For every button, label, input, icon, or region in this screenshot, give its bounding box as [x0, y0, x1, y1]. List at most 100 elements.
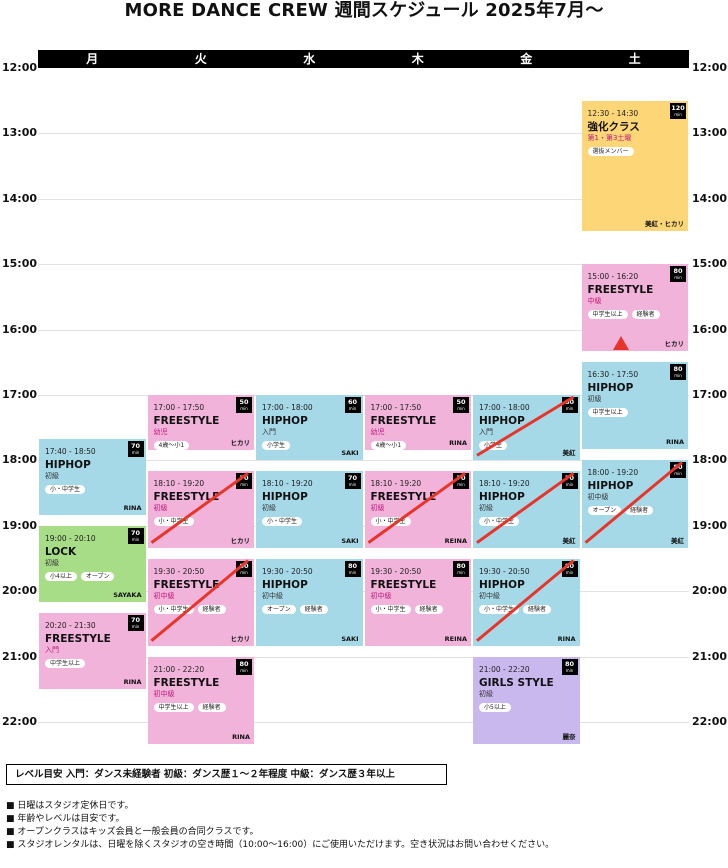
class-level: 幼児 — [370, 428, 385, 436]
class-level: 初級 — [370, 504, 385, 513]
class-level: 入門 — [45, 646, 59, 654]
tag-badge: 小・中学生 — [153, 517, 194, 527]
time-label-right: 21:00 — [692, 649, 728, 663]
grid-line — [38, 264, 689, 266]
class-time: 18:10 - 19:20 — [262, 479, 313, 489]
duration-unit: min — [131, 449, 140, 455]
class-block[interactable]: 19:00 - 20:10 LOCK 初級 小4以上 オープン SAYAKA 70 min — [39, 525, 146, 603]
time-label-left: 20:00 — [2, 584, 38, 598]
class-time: 19:30 - 20:50 — [370, 566, 422, 576]
class-time: 19:00 - 20:10 — [45, 533, 96, 543]
class-block[interactable]: 17:00 - 18:00 HIPHOP 入門 小学生 SAKI 60 min — [256, 395, 363, 461]
class-block[interactable]: 15:00 - 16:20 FREESTYLE 中級 中学生以上 経験者 ヒカリ 80 min — [581, 264, 688, 352]
class-tags: 小・中学生 — [262, 517, 357, 527]
day-tuesday: 火 — [194, 52, 207, 66]
grid-line — [38, 591, 689, 593]
time-label-left: 19:00 — [2, 518, 38, 532]
class-tags: 中学生以上 — [587, 408, 683, 418]
class-block[interactable]: 17:40 - 18:50 HIPHOP 初級 小・中学生 RINA 70 min — [39, 438, 146, 515]
class-block[interactable]: 17:00 - 17:50 FREESTYLE 幼児 4歳〜小1 ヒカリ 50 min — [147, 395, 254, 450]
class-instructor: SAYAKA — [113, 591, 142, 600]
class-block[interactable]: 19:30 - 20:50 FREESTYLE 初中級 小・中学生 経験者 REINA 80… — [364, 558, 471, 646]
class-time: 15:00 - 16:20 — [587, 272, 639, 282]
class-level: 幼児 — [153, 428, 168, 436]
time-label-left: 12:00 — [2, 61, 38, 74]
tag-badge: オープン — [587, 506, 622, 516]
class-time: 17:00 - 18:00 — [262, 403, 313, 412]
class-block[interactable]: 17:00 - 18:00 HIPHOP 入門 小学生 美紅 60 min — [473, 395, 580, 461]
class-block[interactable]: 16:30 - 17:50 HIPHOP 初級 中学生以上 RINA 80 min — [581, 362, 688, 450]
duration-badge: 70 min — [127, 615, 144, 631]
time-label-right: 14:00 — [692, 191, 728, 205]
class-block[interactable]: 18:10 - 19:20 FREESTYLE 初級 小・中学生 ヒカリ 70 min — [147, 471, 254, 548]
class-instructor: REINA — [444, 536, 467, 545]
duration-badge: 70 min — [127, 440, 144, 457]
class-block[interactable]: 18:00 - 19:20 HIPHOP 初中級 オープン 経験者 美紅 80 min — [581, 460, 688, 548]
class-block[interactable]: 19:30 - 20:50 FREESTYLE 初中級 小・中学生 経験者 ヒカリ 80 mi… — [147, 558, 254, 646]
tag-badge: 4歳〜小1 — [370, 441, 407, 450]
grid-line — [38, 656, 689, 658]
class-tags: 小・中学生 経験者 — [479, 604, 574, 614]
class-block[interactable]: 18:10 - 19:20 HIPHOP 初級 小・中学生 美紅 70 min — [473, 471, 580, 548]
class-instructor: SAKI — [341, 536, 359, 545]
class-level: 第1・第3土曜 — [587, 133, 632, 142]
class-name: HIPHOP — [479, 415, 525, 427]
class-name: FREESTYLE — [370, 578, 437, 591]
class-tags: 中学生以上 経験者 — [587, 310, 683, 320]
time-label-right: 13:00 — [692, 126, 728, 140]
class-block[interactable]: 18:10 - 19:20 FREESTYLE 初級 小・中学生 REINA 70 min — [364, 471, 471, 548]
class-level: 初級 — [45, 471, 59, 480]
duration-badge: 50 min — [236, 397, 252, 413]
class-time: 17:00 - 17:50 — [370, 403, 422, 412]
duration-unit: min — [565, 667, 574, 673]
class-block[interactable]: 21:00 - 22:20 FREESTYLE 初中級 中学生以上 経験者 RINA 80 m… — [147, 656, 254, 744]
class-name: HIPHOP — [262, 578, 308, 591]
duration-badge: 80 min — [236, 560, 252, 577]
class-time: 18:10 - 19:20 — [153, 479, 205, 489]
class-name: FREESTYLE — [153, 491, 220, 504]
class-tags: 小・中学生 経験者 — [370, 604, 466, 614]
class-instructor: 美紅 — [671, 536, 684, 545]
note-item: ■ 年齢やレベルは目安です。 — [6, 814, 125, 824]
class-level: 初級 — [45, 558, 59, 567]
class-tags: 小・中学生 経験者 — [153, 604, 249, 614]
class-block[interactable]: 18:10 - 19:20 HIPHOP 初級 小・中学生 SAKI 70 min — [256, 471, 363, 548]
class-level: 初中級 — [479, 591, 500, 600]
time-label-right: 16:00 — [692, 322, 728, 336]
class-tags: 小学生 — [479, 441, 574, 450]
class-tags: 小・中学生 — [153, 517, 249, 527]
time-label-left: 15:00 — [2, 257, 38, 271]
class-name: 強化クラス — [587, 120, 640, 133]
class-tags: 中学生以上 — [45, 659, 140, 668]
class-name: GIRLS STYLE — [479, 676, 554, 689]
duration-unit: min — [674, 275, 682, 281]
class-tags: 4歳〜小1 — [153, 441, 249, 450]
class-block[interactable]: 19:30 - 20:50 HIPHOP 初中級 オープン 経験者 SAKI 80 min — [256, 558, 363, 646]
class-instructor: 美紅 — [562, 449, 576, 458]
class-block[interactable]: 12:30 - 14:30 強化クラス 第1・第3土曜 選抜メンバー 美紅・ヒカリ 120… — [581, 100, 688, 232]
class-tags: 小・中学生 — [370, 517, 466, 527]
class-instructor: ヒカリ — [230, 536, 251, 545]
duration-badge: 80 min — [561, 658, 578, 675]
duration-unit: min — [348, 482, 357, 488]
class-level: 初中級 — [587, 493, 609, 502]
time-label-right: 19:00 — [692, 518, 728, 532]
class-block[interactable]: 19:30 - 20:50 HIPHOP 初中級 小・中学生 経験者 RINA 80 min — [473, 558, 580, 646]
class-block[interactable]: 17:00 - 17:50 FREESTYLE 幼児 4歳〜小1 RINA 50 min — [364, 395, 471, 450]
duration-badge: 70 min — [453, 473, 469, 490]
grid-line — [38, 198, 689, 200]
duration-unit: min — [674, 111, 682, 117]
class-name: FREESTYLE — [587, 284, 654, 297]
time-label-left: 17:00 — [2, 388, 38, 401]
duration-unit: min — [565, 406, 574, 411]
time-label-right: 12:00 — [692, 61, 728, 74]
class-block[interactable]: 20:20 - 21:30 FREESTYLE 入門 中学生以上 RINA 70 min — [39, 613, 146, 690]
duration-badge: 80 min — [344, 560, 361, 577]
class-time: 17:00 - 18:00 — [479, 403, 530, 412]
class-block[interactable]: 21:00 - 22:20 GIRLS STYLE 初級 小5以上 麗奈 80 min — [473, 656, 580, 744]
duration-badge: 60 min — [344, 397, 361, 413]
class-name: HIPHOP — [587, 480, 634, 493]
duration-unit: min — [131, 624, 140, 629]
class-instructor: RINA — [232, 732, 250, 741]
duration-unit: min — [457, 406, 465, 411]
